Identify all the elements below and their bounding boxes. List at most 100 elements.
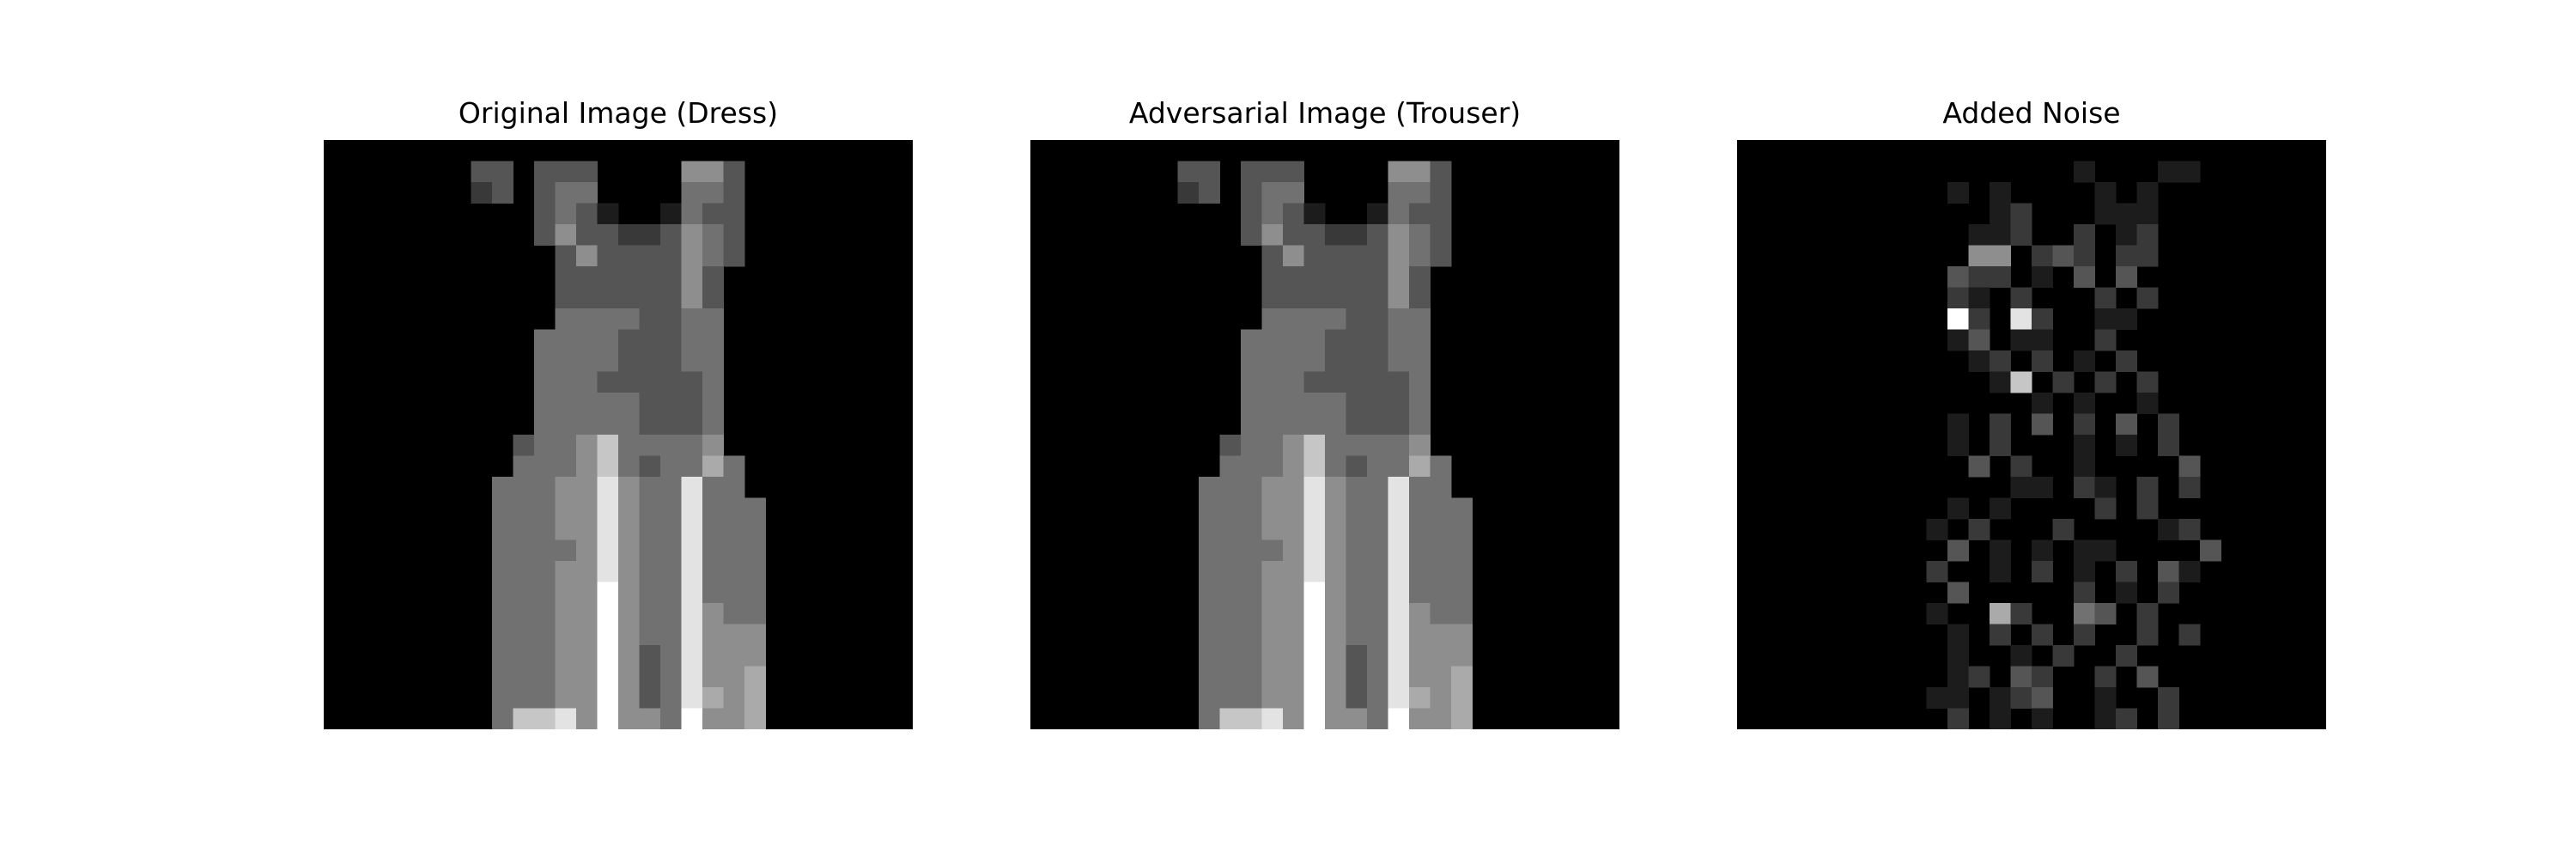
pixel xyxy=(2158,519,2179,540)
pixel xyxy=(555,371,577,393)
pixel xyxy=(639,519,661,540)
pixel xyxy=(702,287,724,309)
pixel xyxy=(555,435,577,456)
pixel xyxy=(555,224,577,246)
pixel xyxy=(618,455,640,478)
pixel xyxy=(2116,413,2137,436)
pixel xyxy=(681,224,703,246)
pixel xyxy=(681,687,703,709)
pixel xyxy=(1346,287,1368,309)
pixel xyxy=(1388,329,1410,351)
pixel xyxy=(1261,687,1284,709)
pixel xyxy=(2178,519,2201,540)
pixel xyxy=(1219,687,1242,709)
pixel xyxy=(1303,666,1326,688)
pixel xyxy=(660,645,682,667)
pixel xyxy=(744,497,766,520)
pixel xyxy=(1968,287,1990,309)
pixel xyxy=(576,582,598,604)
pixel xyxy=(1388,624,1410,646)
pixel xyxy=(1303,477,1326,498)
pixel xyxy=(639,245,661,267)
pixel xyxy=(702,539,724,562)
pixel xyxy=(2032,539,2053,562)
pixel xyxy=(744,561,766,582)
pixel xyxy=(639,603,661,624)
pixel xyxy=(576,203,598,225)
pixel xyxy=(1451,539,1473,562)
pixel xyxy=(1283,687,1304,709)
pixel xyxy=(1947,287,1969,309)
pixel xyxy=(1388,603,1410,624)
pixel xyxy=(555,455,577,478)
pixel xyxy=(597,497,619,520)
pixel xyxy=(534,413,556,436)
pixel xyxy=(2010,287,2032,309)
pixel xyxy=(681,603,703,624)
pixel xyxy=(1241,371,1262,393)
pixel xyxy=(1968,266,1990,288)
pixel xyxy=(1303,645,1326,667)
pixel xyxy=(534,666,556,688)
pixel xyxy=(1219,519,1242,540)
pixel xyxy=(1241,645,1262,667)
pixel xyxy=(618,371,640,393)
pixel xyxy=(2032,561,2053,582)
pixel xyxy=(555,497,577,520)
pixel xyxy=(1241,224,1262,246)
pixel xyxy=(1367,497,1388,520)
pixel xyxy=(1219,561,1242,582)
pixel xyxy=(1388,455,1410,478)
pixel xyxy=(1283,350,1304,372)
pixel xyxy=(1430,645,1452,667)
pixel xyxy=(702,477,724,498)
pixel xyxy=(618,708,640,729)
pixel xyxy=(1990,203,2011,225)
pixel xyxy=(1199,561,1220,582)
pixel xyxy=(660,666,682,688)
pixel xyxy=(723,624,745,646)
pixel xyxy=(1325,582,1346,604)
pixel xyxy=(1346,350,1368,372)
pixel xyxy=(1241,455,1262,478)
pixel xyxy=(2094,182,2117,204)
pixel xyxy=(1303,350,1326,372)
pixel xyxy=(492,666,513,688)
pixel xyxy=(1409,350,1431,372)
pixel xyxy=(576,329,598,351)
pixel xyxy=(1409,393,1431,414)
pixel xyxy=(2094,477,2117,498)
pixel xyxy=(1346,539,1368,562)
pixel xyxy=(1325,245,1346,267)
pixel xyxy=(2094,666,2117,688)
pixel xyxy=(681,539,703,562)
pixel xyxy=(2116,266,2137,288)
pixel xyxy=(2074,582,2095,604)
panel-title-original: Original Image (Dress) xyxy=(458,96,779,130)
pixel xyxy=(1409,477,1431,498)
pixel xyxy=(1261,245,1284,267)
pixel xyxy=(1947,413,1969,436)
pixel xyxy=(513,624,535,646)
pixel xyxy=(1346,666,1368,688)
pixel xyxy=(639,350,661,372)
pixel xyxy=(1261,624,1284,646)
pixel xyxy=(534,687,556,709)
pixel xyxy=(1283,624,1304,646)
pixel xyxy=(2052,245,2075,267)
pixel xyxy=(1430,455,1452,478)
pixel xyxy=(1199,582,1220,604)
pixel xyxy=(681,308,703,330)
pixel xyxy=(1219,603,1242,624)
pixel xyxy=(1219,582,1242,604)
pixel xyxy=(2094,287,2117,309)
pixel xyxy=(1303,455,1326,478)
pixel xyxy=(702,645,724,667)
pixel xyxy=(1451,645,1473,667)
pixel xyxy=(2136,224,2159,246)
pixel xyxy=(1303,561,1326,582)
pixel xyxy=(597,603,619,624)
pixel xyxy=(1409,161,1431,183)
pixel xyxy=(1261,477,1284,498)
pixel xyxy=(1241,539,1262,562)
